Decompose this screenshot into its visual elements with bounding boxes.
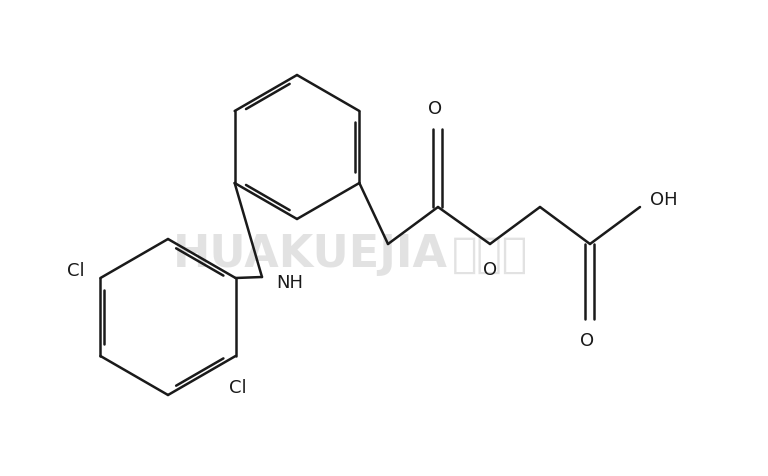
Text: O: O (483, 260, 497, 278)
Text: Cl: Cl (229, 378, 247, 396)
Text: OH: OH (650, 190, 677, 208)
Text: HUAKUEJIA: HUAKUEJIA (173, 233, 448, 276)
Text: O: O (428, 100, 442, 118)
Text: 化学加: 化学加 (452, 234, 528, 276)
Text: NH: NH (276, 273, 303, 291)
Text: Cl: Cl (67, 261, 84, 279)
Text: O: O (580, 331, 594, 349)
